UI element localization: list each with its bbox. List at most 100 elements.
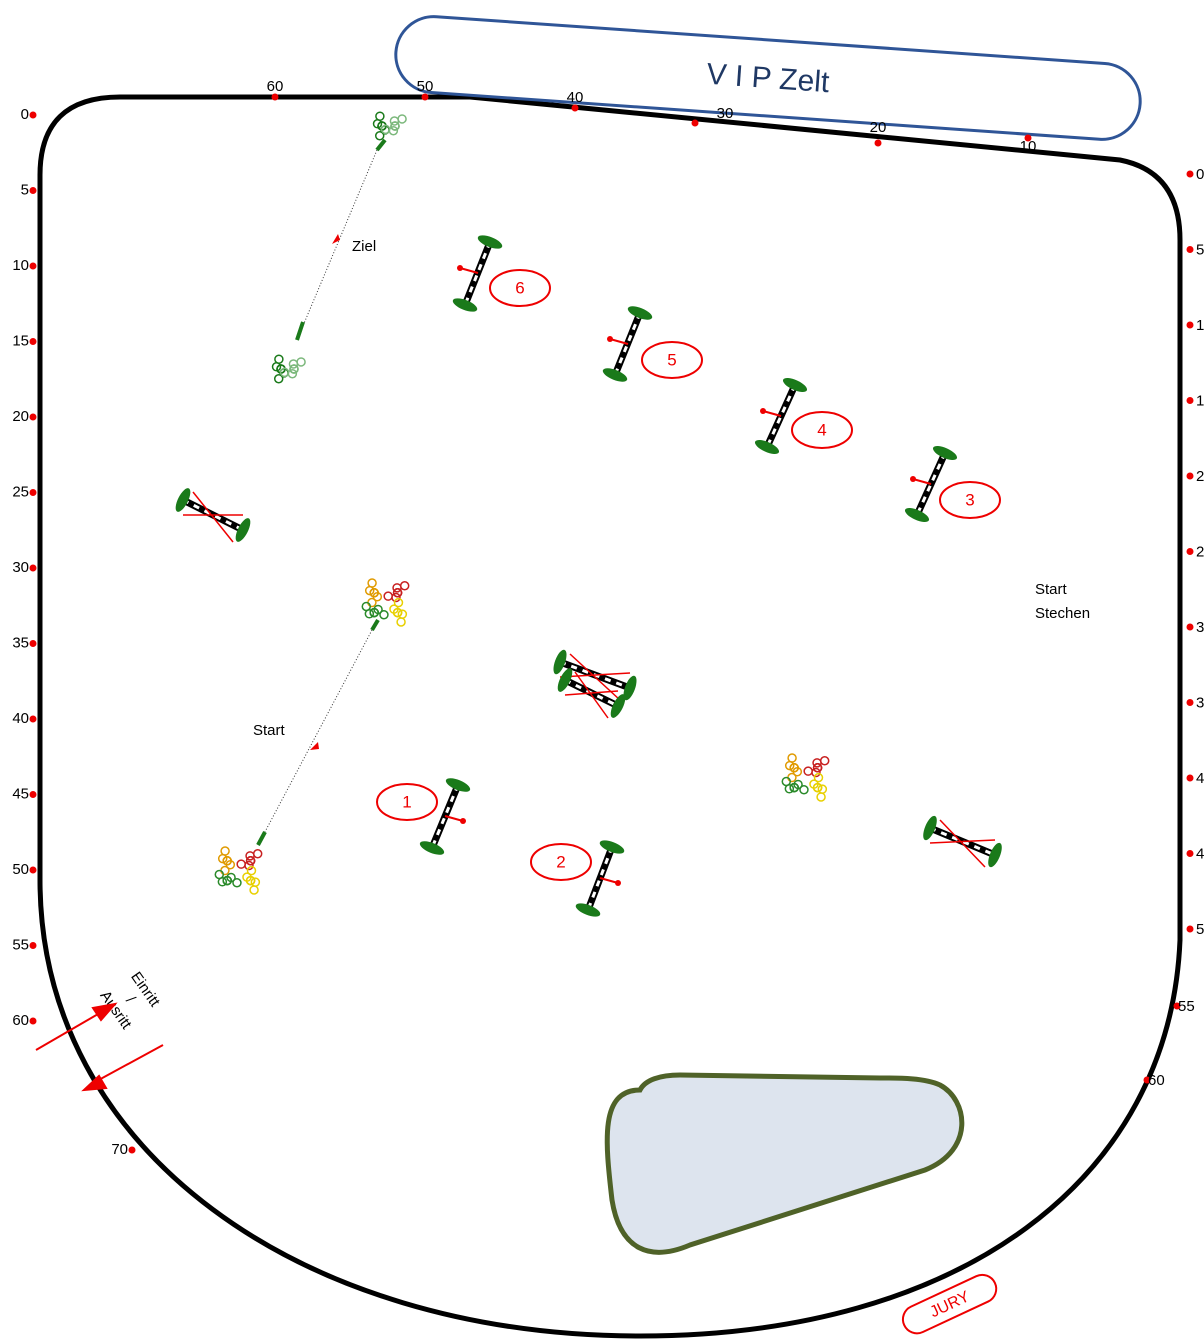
direction-arrow — [609, 338, 629, 345]
flag — [370, 618, 380, 632]
jump-number: 4 — [817, 420, 826, 439]
flower — [250, 877, 261, 887]
flower — [374, 130, 385, 141]
exit-arrow — [94, 1044, 164, 1083]
scale-dot — [29, 1017, 37, 1025]
arrow-head — [81, 1074, 108, 1092]
flower — [392, 588, 403, 598]
flower — [222, 875, 232, 886]
scale-dot — [1186, 170, 1194, 178]
scale-label: 20 — [870, 119, 887, 136]
scale-dot — [29, 187, 37, 194]
scale-dot — [29, 715, 37, 723]
scale-dot — [29, 338, 37, 345]
scale-label: 50 — [12, 861, 29, 878]
scale-label: 5 — [1196, 241, 1204, 258]
wing — [782, 377, 808, 393]
scale-label: 35 — [1196, 694, 1204, 711]
scale-dot — [1186, 925, 1194, 933]
cross — [939, 819, 986, 868]
arrow-tip — [460, 818, 466, 824]
wing — [575, 903, 601, 917]
jump: 6 — [452, 235, 551, 312]
arrow-tip — [760, 408, 766, 414]
wing — [754, 439, 780, 455]
pond — [604, 1072, 965, 1255]
cross — [569, 653, 621, 701]
flower — [812, 763, 823, 773]
scale-label: 30 — [12, 559, 29, 576]
scale-dot — [29, 866, 37, 874]
flower — [296, 357, 306, 367]
flower — [249, 885, 259, 895]
tent-shape — [394, 15, 1142, 141]
jury-box: JURY — [901, 1273, 998, 1335]
arrow-tip — [607, 336, 613, 342]
flower — [787, 772, 797, 783]
entry-label: Einritt / Ausritt — [97, 969, 164, 1033]
flower — [397, 609, 408, 619]
scale-label: 70 — [111, 1141, 128, 1158]
flag — [295, 321, 305, 341]
scale-label: 55 — [1178, 998, 1195, 1015]
flower — [220, 846, 230, 856]
start-label: Start — [253, 722, 286, 739]
flower — [289, 364, 299, 374]
wing — [235, 518, 251, 542]
wing — [932, 445, 958, 461]
flower — [390, 121, 400, 131]
flower — [789, 763, 799, 773]
scale-dot — [1186, 623, 1194, 631]
arrow-tip — [910, 476, 916, 482]
wing — [610, 694, 626, 718]
flower — [380, 124, 391, 135]
scale-label: 10 — [12, 257, 29, 274]
arrow-tip — [457, 265, 463, 271]
jury-shape — [901, 1273, 998, 1335]
cross — [929, 839, 996, 844]
flower — [781, 776, 792, 787]
scale-label: 20 — [1196, 468, 1204, 485]
scale-label: 0 — [1196, 166, 1204, 183]
jump-number-ring — [641, 341, 703, 379]
scale-dot — [1186, 699, 1194, 706]
scale-label: 15 — [12, 332, 29, 349]
scale-dot — [1186, 548, 1194, 555]
scale-dot — [874, 139, 882, 147]
scale-dot — [1186, 774, 1194, 782]
scale-dot — [29, 791, 37, 798]
scale-dot — [1186, 472, 1194, 480]
flower — [273, 373, 284, 384]
scale-label: 5 — [21, 181, 29, 198]
flower — [396, 617, 406, 627]
flowers — [214, 846, 263, 895]
wing — [477, 235, 503, 249]
flower — [369, 607, 379, 618]
jump: 4 — [754, 377, 853, 455]
flower — [817, 784, 828, 794]
scale-dot — [571, 104, 579, 112]
scale-dot — [29, 262, 37, 270]
jump-number-ring — [791, 411, 853, 449]
scale-dot — [128, 1146, 136, 1154]
direction-arrow — [599, 877, 619, 884]
flower — [274, 354, 284, 364]
unused-jump — [553, 649, 637, 701]
flower — [375, 111, 385, 121]
jump-number: 3 — [965, 490, 974, 509]
flower — [246, 865, 257, 876]
flower — [813, 772, 824, 783]
flowers — [271, 354, 306, 384]
arena-border — [37, 94, 1183, 1339]
entry-arrows — [35, 1002, 164, 1092]
flower — [379, 610, 389, 620]
flower — [279, 367, 290, 378]
scale-label: 10 — [1196, 317, 1204, 334]
flowers — [781, 753, 830, 802]
wing — [623, 675, 637, 701]
flower — [369, 588, 379, 598]
wing — [602, 368, 628, 382]
cross — [574, 671, 609, 719]
jump-number-ring — [376, 783, 438, 821]
